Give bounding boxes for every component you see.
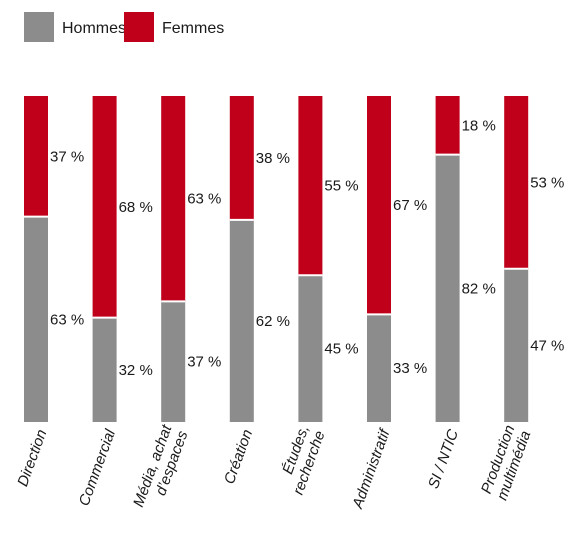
bar-hommes — [367, 314, 391, 422]
value-label-hommes: 63 % — [50, 311, 84, 328]
bar-femmes — [92, 96, 117, 318]
category-label: Création — [221, 427, 256, 486]
category-labels: Direction Commercial Média, achatd’espaces… — [14, 422, 535, 515]
legend-swatch-femmes — [124, 12, 154, 42]
legend-swatch-hommes — [24, 12, 54, 42]
bar-femmes — [229, 96, 254, 220]
category-label: Études,recherche — [274, 423, 329, 497]
value-label-femmes: 63 % — [187, 191, 221, 208]
category-label: SI / NTIC — [425, 427, 462, 491]
value-label-femmes: 68 % — [119, 199, 153, 216]
bar-hommes — [504, 268, 529, 422]
category-label: Administratif — [349, 426, 394, 512]
legend-label-hommes: Hommes — [62, 20, 126, 37]
value-label-femmes: 18 % — [462, 117, 496, 134]
category-label: Média, achatd’espaces — [130, 422, 192, 515]
value-labels: 37 % 63 % 68 % 32 % 63 % 37 % 38 % 62 % 55 % 45 %… — [50, 117, 564, 379]
legend: Hommes Femmes — [24, 12, 224, 42]
category-label: Productionmultimédia — [478, 423, 535, 503]
value-label-hommes: 45 % — [324, 341, 358, 358]
bar-hommes — [298, 275, 323, 422]
bar-femmes — [367, 96, 391, 315]
value-label-femmes: 38 % — [256, 150, 290, 167]
value-label-hommes: 47 % — [530, 337, 564, 354]
bar-femmes — [435, 96, 460, 155]
value-label-hommes: 32 % — [119, 362, 153, 379]
category-label: Direction — [14, 427, 50, 488]
bar-hommes — [24, 216, 48, 422]
legend-label-femmes: Femmes — [162, 20, 224, 37]
bar-femmes — [298, 96, 323, 276]
value-label-femmes: 53 % — [530, 174, 564, 191]
value-label-femmes: 67 % — [393, 197, 427, 214]
bar-hommes — [229, 219, 254, 422]
value-label-hommes: 62 % — [256, 313, 290, 330]
bar-hommes — [435, 154, 460, 422]
bar-femmes — [24, 96, 48, 217]
value-label-hommes: 33 % — [393, 360, 427, 377]
bar-femmes — [504, 96, 529, 269]
value-label-femmes: 37 % — [50, 148, 84, 165]
category-label: Commercial — [76, 427, 120, 509]
bar-hommes — [92, 317, 117, 422]
bar-hommes — [161, 301, 186, 422]
bar-femmes — [161, 96, 186, 302]
value-label-hommes: 37 % — [187, 354, 221, 371]
value-label-hommes: 82 % — [462, 280, 496, 297]
bars — [24, 96, 529, 422]
value-label-femmes: 55 % — [324, 178, 358, 195]
